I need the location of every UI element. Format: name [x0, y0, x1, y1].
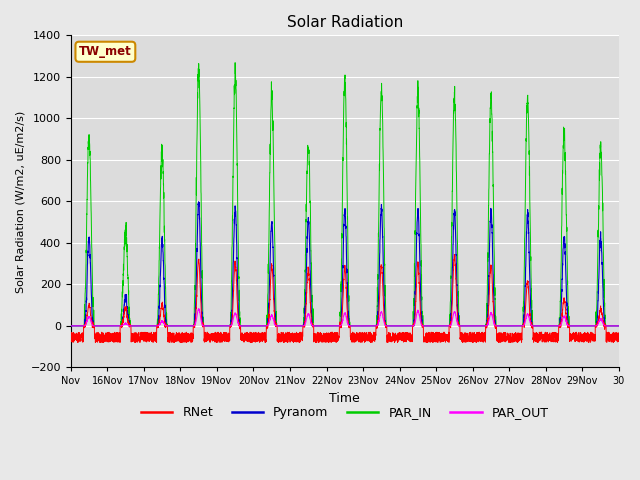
- PAR_OUT: [165, 323, 173, 329]
- Line: Pyranom: Pyranom: [71, 202, 619, 326]
- Pyranom: [195, 199, 202, 204]
- RNet: [438, 331, 445, 336]
- X-axis label: Time: Time: [330, 392, 360, 405]
- PAR_IN: [438, 323, 445, 329]
- Line: PAR_OUT: PAR_OUT: [71, 309, 619, 326]
- Title: Solar Radiation: Solar Radiation: [287, 15, 403, 30]
- Y-axis label: Solar Radiation (W/m2, uE/m2/s): Solar Radiation (W/m2, uE/m2/s): [15, 110, 25, 292]
- RNet: [67, 339, 75, 345]
- Pyranom: [67, 323, 75, 329]
- PAR_IN: [67, 323, 75, 329]
- RNet: [324, 330, 332, 336]
- PAR_OUT: [614, 323, 622, 329]
- Line: RNet: RNet: [71, 254, 619, 343]
- Pyranom: [165, 323, 173, 329]
- Legend: RNet, Pyranom, PAR_IN, PAR_OUT: RNet, Pyranom, PAR_IN, PAR_OUT: [136, 401, 554, 424]
- PAR_IN: [499, 323, 507, 329]
- PAR_IN: [231, 60, 239, 66]
- PAR_IN: [165, 323, 173, 329]
- Pyranom: [468, 323, 476, 329]
- PAR_IN: [614, 323, 622, 329]
- PAR_IN: [324, 323, 332, 329]
- PAR_OUT: [499, 323, 507, 329]
- PAR_OUT: [67, 323, 75, 329]
- Pyranom: [438, 323, 445, 329]
- RNet: [615, 339, 623, 345]
- RNet: [614, 332, 622, 338]
- PAR_IN: [615, 323, 623, 329]
- Text: TW_met: TW_met: [79, 45, 132, 58]
- Pyranom: [324, 323, 332, 329]
- Pyranom: [499, 323, 507, 329]
- PAR_IN: [468, 323, 476, 329]
- RNet: [178, 340, 186, 346]
- PAR_OUT: [324, 323, 332, 329]
- PAR_OUT: [468, 323, 476, 329]
- RNet: [468, 332, 476, 337]
- RNet: [451, 252, 458, 257]
- PAR_OUT: [615, 323, 623, 329]
- PAR_OUT: [195, 306, 202, 312]
- Pyranom: [614, 323, 622, 329]
- Line: PAR_IN: PAR_IN: [71, 63, 619, 326]
- Pyranom: [615, 323, 623, 329]
- RNet: [499, 337, 507, 343]
- RNet: [165, 336, 173, 341]
- PAR_OUT: [438, 323, 445, 329]
